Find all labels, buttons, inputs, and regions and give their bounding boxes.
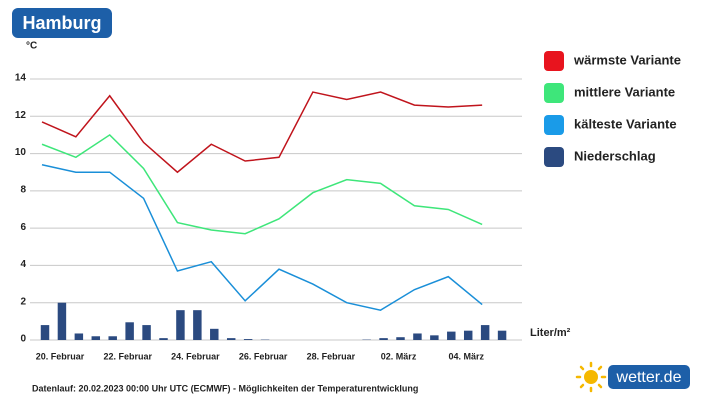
chart-title: Hamburg	[22, 13, 101, 33]
legend-swatch	[544, 115, 564, 135]
bar	[125, 322, 134, 340]
bar	[463, 330, 473, 340]
bar	[193, 310, 202, 340]
line-series	[41, 91, 483, 174]
legend-label: wärmste Variante	[573, 52, 681, 67]
logo: wetter.de	[616, 369, 682, 386]
bar	[480, 325, 490, 340]
x-tick-label: 26. Februar	[239, 351, 288, 361]
y2-axis-label: Liter/m²	[530, 327, 571, 339]
bar	[74, 333, 84, 340]
bar	[396, 337, 405, 340]
y-tick-label: 12	[15, 110, 27, 121]
bar	[108, 336, 117, 340]
bar	[447, 331, 456, 340]
bar	[379, 338, 388, 340]
y-tick-label: 14	[15, 73, 27, 84]
y-tick-label: 0	[20, 334, 26, 345]
bar	[243, 339, 253, 340]
y-tick-label: 8	[20, 184, 26, 195]
y-tick-label: 2	[20, 296, 26, 307]
bar	[413, 333, 422, 340]
footnote: Datenlauf: 20.02.2023 00:00 Uhr UTC (ECM…	[32, 383, 418, 393]
x-tick-label: 04. März	[449, 351, 485, 361]
bar	[40, 325, 50, 340]
legend-swatch	[544, 83, 564, 103]
x-tick-label: 24. Februar	[171, 351, 220, 361]
x-tick-label: 28. Februar	[307, 351, 356, 361]
bar	[210, 328, 219, 340]
logo-badge	[608, 365, 690, 389]
x-tick-label: 02. März	[381, 351, 417, 361]
line-series	[41, 133, 483, 235]
bar	[57, 302, 67, 340]
bar	[430, 335, 439, 340]
legend-label: Niederschlag	[574, 148, 656, 163]
bar	[142, 325, 151, 340]
y-tick-label: 10	[15, 147, 27, 158]
y-axis-label: °C	[26, 41, 37, 52]
bar	[91, 336, 101, 340]
legend-label: mittlere Variante	[574, 84, 675, 99]
y-tick-label: 4	[20, 259, 26, 270]
sun-icon	[575, 361, 607, 393]
bar	[159, 338, 168, 340]
bar	[226, 338, 236, 340]
legend-swatch	[544, 147, 564, 167]
title-badge	[12, 8, 112, 38]
x-tick-label: 20. Februar	[36, 351, 85, 361]
x-tick-label: 22. Februar	[103, 351, 152, 361]
legend-label: kälteste Variante	[574, 116, 677, 131]
bar	[497, 330, 507, 340]
line-series	[41, 164, 483, 311]
legend-swatch	[544, 51, 564, 71]
y-tick-label: 6	[20, 222, 26, 233]
bar	[176, 310, 185, 340]
